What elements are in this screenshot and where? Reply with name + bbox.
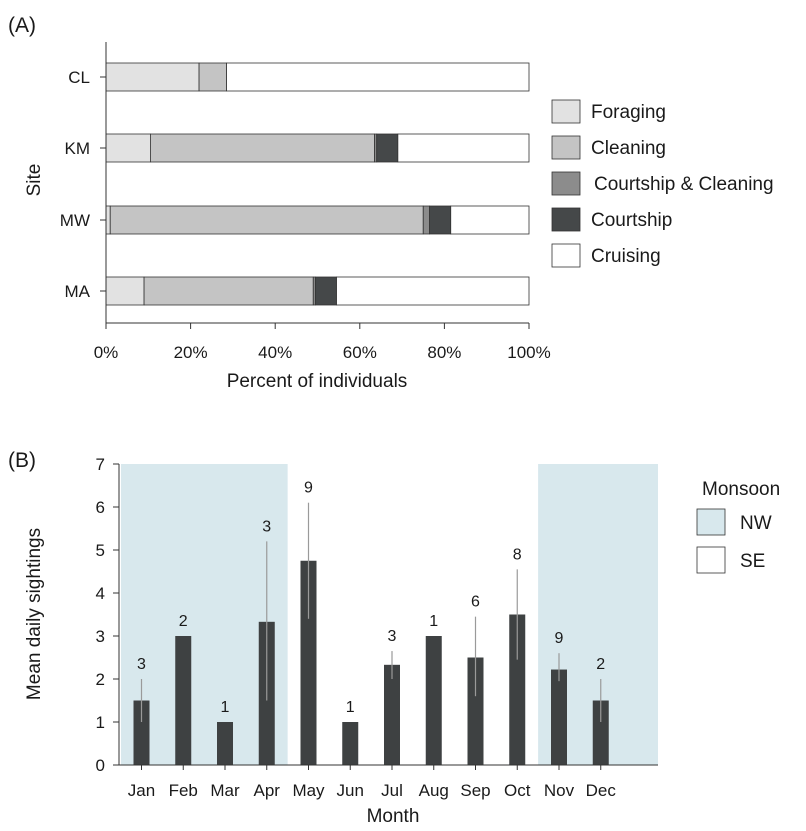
- bar-dec: [592, 700, 609, 765]
- panel-a-tag: (A): [8, 14, 36, 37]
- x-tick-label-80: 80%: [427, 343, 461, 362]
- y-tick-label-km: KM: [65, 139, 91, 158]
- bar-aug: [425, 636, 442, 765]
- x-tick-label-mar: Mar: [210, 781, 240, 800]
- x-tick-label-may: May: [292, 781, 325, 800]
- x-tick-label-apr: Apr: [254, 781, 281, 800]
- panel-a-legend: Foraging Cleaning Courtship & Cleaning Cour…: [551, 99, 774, 268]
- bar-segment-mw-foraging: [105, 205, 111, 235]
- panel-a-stacked-bar-chart: (A) CL KM MW MA 0% 20% 40% 60% 80% 100% Site Perc…: [8, 14, 774, 392]
- panel-a-x-axis-label: Percent of individuals: [227, 371, 408, 392]
- x-tick-label-aug: Aug: [419, 781, 449, 800]
- panel-b-y-axis-label: Mean daily sightings: [24, 528, 45, 700]
- panel-b-tag: (B): [8, 449, 36, 472]
- n-label-sep: 6: [471, 594, 480, 611]
- x-tick-label-20: 20%: [174, 343, 208, 362]
- panel-a-y-axis-label: Site: [24, 164, 45, 197]
- n-label-nov: 9: [555, 630, 564, 647]
- y-tick-label-4: 4: [96, 584, 105, 603]
- panel-b-bars: 3 2 1 3 9 1 3 1 6 8 9 2: [133, 480, 609, 765]
- n-label-feb: 2: [179, 613, 188, 630]
- panel-b-bar-chart: (B) 3 2 1 3 9 1 3 1 6 8 9 2 0 1 2 3 4 5 6 7 Jan Feb Mar Apr May…: [8, 449, 780, 827]
- n-label-dec: 2: [596, 656, 605, 673]
- legend-label-courtship: Courtship: [591, 210, 672, 231]
- y-tick-label-0: 0: [96, 756, 105, 775]
- bar-mar: [217, 722, 233, 765]
- x-tick-label-100: 100%: [507, 343, 550, 362]
- legend-swatch-courtship-cleaning: [551, 171, 581, 196]
- bar-oct: [509, 614, 526, 765]
- x-tick-label-sep: Sep: [460, 781, 490, 800]
- y-tick-label-1: 1: [96, 713, 105, 732]
- x-tick-label-dec: Dec: [586, 781, 617, 800]
- y-tick-label-5: 5: [96, 541, 105, 560]
- x-tick-label-0: 0%: [94, 343, 119, 362]
- y-tick-label-2: 2: [96, 670, 105, 689]
- legend-label-cruising: Cruising: [591, 246, 661, 267]
- bar-segment-ma-courtship: [314, 276, 337, 306]
- bar-segment-mw-cleaning: [109, 205, 424, 235]
- y-tick-label-ma: MA: [65, 282, 91, 301]
- panel-b-x-axis-label: Month: [367, 806, 420, 827]
- bar-segment-mw-courtship-cleaning: [422, 205, 430, 235]
- bar-sep: [467, 657, 484, 765]
- panel-a-bars: [105, 62, 530, 306]
- y-tick-label-7: 7: [96, 455, 105, 474]
- legend-label-courtship-cleaning: Courtship & Cleaning: [594, 174, 774, 195]
- n-label-jun: 1: [346, 699, 355, 716]
- bar-segment-km-cruising: [397, 133, 530, 163]
- y-tick-label-6: 6: [96, 498, 105, 517]
- legend-swatch-nw: [696, 508, 726, 536]
- y-tick-label-cl: CL: [68, 68, 90, 87]
- n-label-jul: 3: [388, 628, 397, 645]
- n-label-may: 9: [304, 480, 313, 497]
- n-label-apr: 3: [262, 518, 271, 535]
- bar-segment-mw-courtship: [429, 205, 452, 235]
- bar-nov: [551, 669, 567, 765]
- bar-segment-km-courtship: [376, 133, 399, 163]
- n-label-aug: 1: [429, 613, 438, 630]
- bar-segment-cl-cleaning: [198, 62, 227, 92]
- legend-swatch-courtship: [551, 207, 581, 232]
- x-tick-label-60: 60%: [343, 343, 377, 362]
- x-tick-label-nov: Nov: [544, 781, 575, 800]
- bar-segment-ma-cleaning: [143, 276, 314, 306]
- n-label-oct: 8: [513, 546, 522, 563]
- panel-b-legend: NW SE: [696, 508, 772, 574]
- panel-b-legend-title: Monsoon: [702, 479, 780, 500]
- legend-label-se: SE: [740, 551, 765, 572]
- bar-segment-cl-cruising: [226, 62, 530, 92]
- x-tick-label-jan: Jan: [128, 781, 155, 800]
- y-tick-label-3: 3: [96, 627, 105, 646]
- legend-label-nw: NW: [740, 513, 772, 534]
- legend-label-foraging: Foraging: [591, 102, 666, 123]
- bar-jan: [133, 700, 150, 765]
- n-label-mar: 1: [221, 699, 230, 716]
- legend-swatch-se: [696, 546, 726, 574]
- bar-segment-ma-foraging: [105, 276, 145, 306]
- y-tick-label-mw: MW: [60, 211, 90, 230]
- legend-swatch-cruising: [551, 243, 581, 268]
- panel-b-axes: 0 1 2 3 4 5 6 7 Jan Feb Mar Apr May Jun Jul Aug Sep Oct No…: [96, 455, 658, 800]
- x-tick-label-jun: Jun: [337, 781, 364, 800]
- x-tick-label-jul: Jul: [381, 781, 403, 800]
- legend-swatch-foraging: [551, 99, 581, 124]
- bar-jul: [384, 664, 400, 765]
- bar-segment-cl-foraging: [105, 62, 200, 92]
- bar-segment-km-cleaning: [150, 133, 376, 163]
- legend-swatch-cleaning: [551, 135, 581, 160]
- n-label-jan: 3: [137, 656, 146, 673]
- bar-segment-mw-cruising: [450, 205, 530, 235]
- x-tick-label-feb: Feb: [169, 781, 198, 800]
- bar-segment-km-foraging: [105, 133, 151, 163]
- x-tick-label-oct: Oct: [504, 781, 531, 800]
- bar-jun: [342, 722, 359, 765]
- bar-may: [300, 560, 317, 765]
- panel-a-axes: CL KM MW MA 0% 20% 40% 60% 80% 100%: [60, 42, 551, 362]
- bar-segment-ma-cruising: [336, 276, 530, 306]
- bar-feb: [175, 636, 192, 765]
- x-tick-label-40: 40%: [258, 343, 292, 362]
- legend-label-cleaning: Cleaning: [591, 138, 666, 159]
